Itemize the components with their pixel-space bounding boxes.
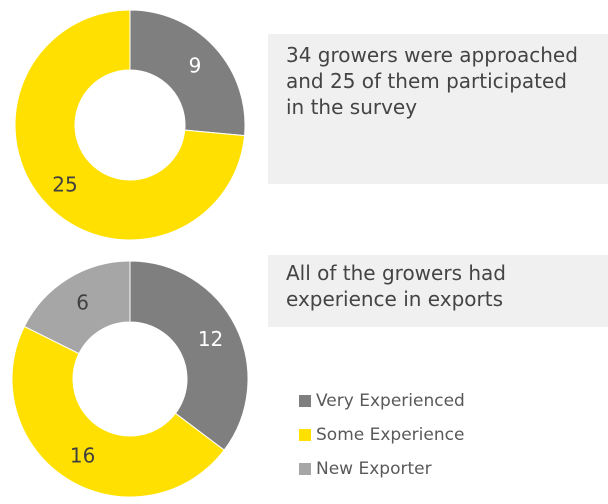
- experience-callout: All of the growers had experience in exp…: [268, 255, 608, 327]
- experience-slice-label-1: 16: [70, 444, 95, 468]
- participation-callout: 34 growers were approached and 25 of the…: [268, 34, 608, 184]
- experience-slice-label-2: 6: [76, 290, 89, 314]
- legend-swatch: [299, 429, 311, 441]
- participation-slice-0: [129, 9, 246, 137]
- legend-swatch: [299, 463, 311, 475]
- legend-item-some-experience: Some Experience: [299, 418, 465, 452]
- legend-label: New Exporter: [316, 459, 432, 479]
- experience-slice-label-0: 12: [198, 327, 223, 351]
- participation-slice-1: [14, 9, 246, 241]
- participation-slice-label-1: 25: [52, 172, 77, 196]
- legend-item-very-experienced: Very Experienced: [299, 384, 465, 418]
- legend-label: Very Experienced: [316, 391, 465, 411]
- legend-item-new-exporter: New Exporter: [299, 452, 465, 486]
- experience-donut-chart: 12 16 6: [11, 260, 249, 498]
- experience-slice-0: [129, 260, 249, 451]
- legend-swatch: [299, 395, 311, 407]
- experience-legend: Very Experienced Some Experience New Exp…: [299, 384, 465, 486]
- participation-slice-label-0: 9: [189, 54, 202, 78]
- experience-slice-1: [11, 325, 225, 498]
- legend-label: Some Experience: [316, 425, 465, 445]
- experience-slice-2: [23, 260, 131, 355]
- participation-donut-chart: 9 25: [14, 9, 246, 241]
